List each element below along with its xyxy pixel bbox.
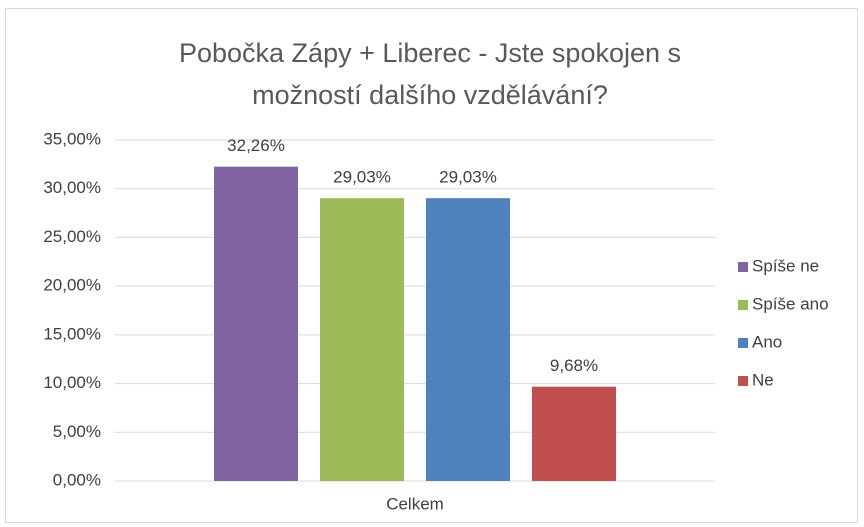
data-label: 29,03% — [333, 168, 391, 187]
data-label: 32,26% — [227, 136, 285, 155]
legend-swatch — [738, 338, 748, 348]
y-tick-label: 20,00% — [43, 276, 101, 295]
y-tick-label: 35,00% — [43, 129, 101, 148]
legend-label: Spíše ne — [752, 256, 819, 275]
y-tick-label: 10,00% — [43, 373, 101, 392]
y-tick-label: 15,00% — [43, 324, 101, 343]
y-tick-label: 25,00% — [43, 227, 101, 246]
bar — [320, 198, 404, 481]
legend-label: Ne — [752, 370, 774, 389]
legend-label: Spíše ano — [752, 294, 829, 313]
bar — [532, 386, 616, 481]
y-tick-label: 5,00% — [53, 422, 101, 441]
bar — [426, 198, 510, 481]
y-tick-label: 30,00% — [43, 178, 101, 197]
bar — [214, 166, 298, 481]
y-tick-label: 0,00% — [53, 470, 101, 489]
legend-swatch — [738, 262, 748, 272]
data-label: 9,68% — [550, 356, 598, 375]
legend-swatch — [738, 376, 748, 386]
data-label: 29,03% — [439, 168, 497, 187]
x-tick-label: Celkem — [386, 494, 444, 513]
legend-swatch — [738, 300, 748, 310]
chart-title: Pobočka Zápy + Liberec - Jste spokojen s… — [178, 38, 682, 110]
legend-label: Ano — [752, 332, 782, 351]
